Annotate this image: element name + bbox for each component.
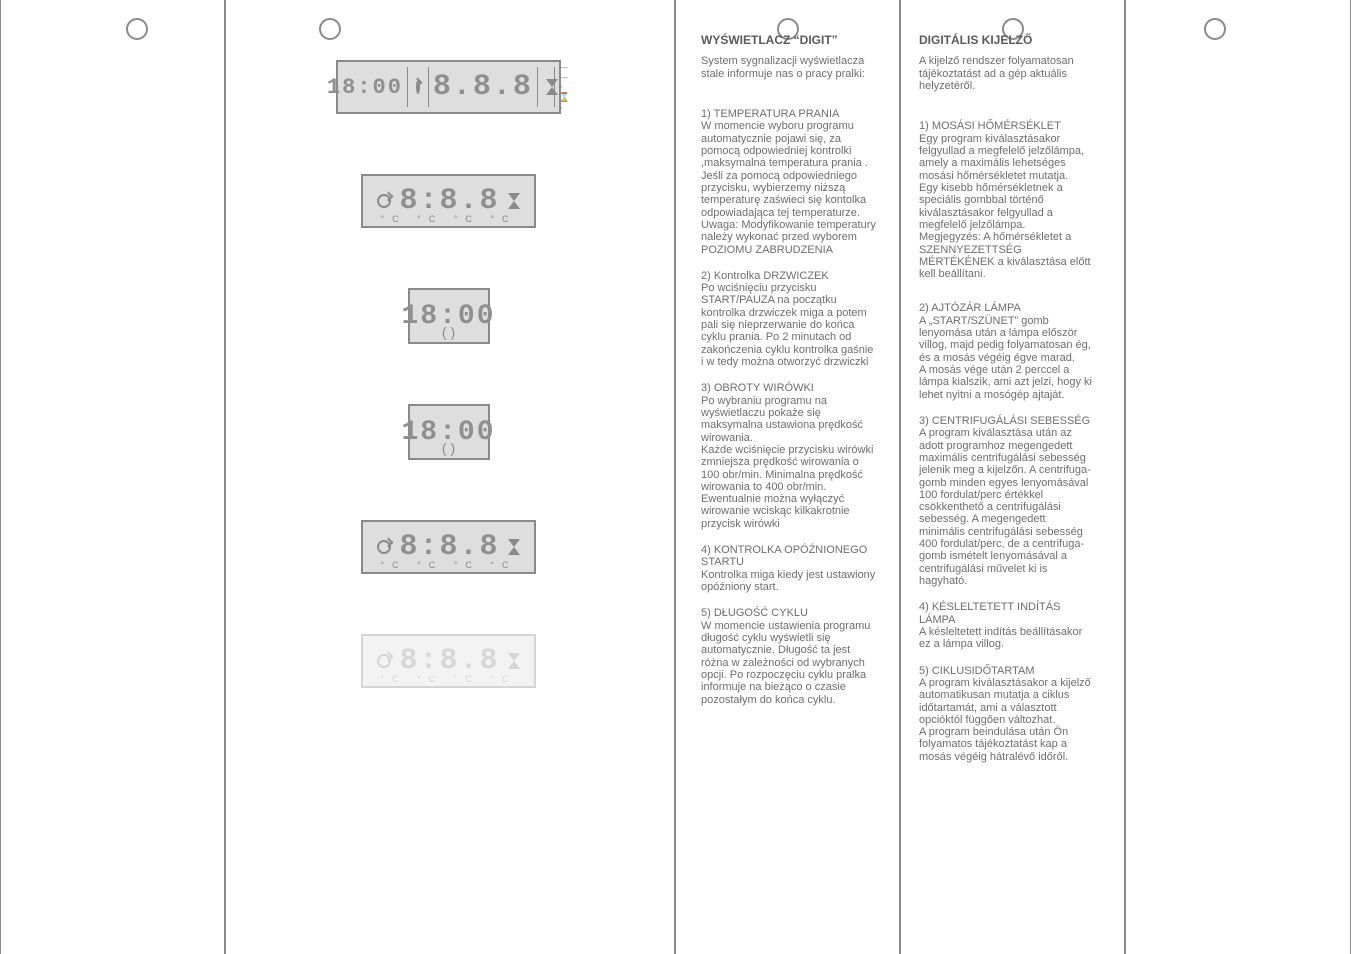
lcd-fig2-temp: °C °C °C °C: [363, 214, 534, 224]
lcd-fig1-mid: 8.8.8: [433, 70, 533, 104]
hu-s1: 1) MOSÁSI HŐMÉRSÉKLET Egy program kivála…: [919, 120, 1094, 280]
lcd-fig4-paren: ( ): [410, 440, 488, 456]
lcd-fig5: 8:8.8 °C °C °C °C: [361, 520, 536, 574]
binder-hole-icon: [126, 18, 148, 40]
hourglass-icon: [508, 539, 520, 555]
clock-icon: [416, 80, 420, 94]
lcd-fig6-digits: 8:8.8: [399, 644, 499, 678]
figure-column: 18:00 8.8.8 ― ―• ⌛ • 8:8.8 °C °C °C °C: [336, 60, 561, 688]
pl-s3: 3) OBROTY WIRÓWKI Po wybraniu programu n…: [701, 382, 876, 530]
lcd-fig3: 18:00 ( ): [408, 288, 490, 344]
lcd-fig5-temp: °C °C °C °C: [363, 560, 534, 570]
page-blank-2: [1125, 0, 1351, 954]
binder-hole-icon: [319, 18, 341, 40]
lcd-fig1: 18:00 8.8.8 ― ―• ⌛ •: [336, 60, 561, 114]
pl-s5: 5) DŁUGOŚĆ CYKLU W momencie ustawienia p…: [701, 607, 876, 706]
hu-s5: 5) CIKLUSIDŐTARTAM A program kiválasztás…: [919, 665, 1094, 764]
hu-s4: 4) KÉSLELTETETT INDÍTÁS LÁMPA A késlelte…: [919, 601, 1094, 650]
hourglass-icon: [508, 653, 520, 669]
pl-s2: 2) Kontrolka DRZWICZEK Po wciśnięciu prz…: [701, 270, 876, 369]
hu-intro: A kijelző rendszer folyamatosan tájékozt…: [919, 55, 1094, 92]
page-blank-1: [0, 0, 225, 954]
hu-s2: 2) AJTÓZÁR LÁMPA A „START/SZÜNET” gomb l…: [919, 302, 1094, 401]
page-figures: 18:00 8.8.8 ― ―• ⌛ • 8:8.8 °C °C °C °C: [225, 0, 675, 954]
page-hu: DIGITÁLIS KIJELZŐ A kijelző rendszer fol…: [900, 0, 1125, 954]
clock-icon: [377, 194, 391, 208]
pl-intro: System sygnalizacji wyświetlacza stale i…: [701, 55, 876, 80]
lcd-fig2: 8:8.8 °C °C °C °C: [361, 174, 536, 228]
lcd-fig6-temp: °C °C °C °C: [363, 674, 534, 684]
page-pl: WYŚWIETLACZ “DIGIT” System sygnalizacji …: [675, 0, 900, 954]
clock-icon: [377, 540, 391, 554]
pl-title: WYŚWIETLACZ “DIGIT”: [701, 34, 876, 47]
lcd-fig2-digits: 8:8.8: [399, 184, 499, 218]
hu-s3: 3) CENTRIFUGÁLÁSI SEBESSÉG A program kiv…: [919, 415, 1094, 587]
lcd-fig1-left: 18:00: [327, 75, 403, 100]
lcd-fig6: 8:8.8 °C °C °C °C: [361, 634, 536, 688]
lcd-fig4: 18:00 ( ): [408, 404, 490, 460]
pl-s4: 4) KONTROLKA OPÓŹNIONEGO STARTU Kontrolk…: [701, 544, 876, 593]
clock-icon: [377, 654, 391, 668]
binder-hole-icon: [1204, 18, 1226, 40]
hourglass-icon: [508, 193, 520, 209]
hu-title: DIGITÁLIS KIJELZŐ: [919, 34, 1094, 47]
pl-s1: 1) TEMPERATURA PRANIA W momencie wyboru …: [701, 108, 876, 256]
lcd-fig3-paren: ( ): [410, 324, 488, 340]
lcd-fig5-digits: 8:8.8: [399, 530, 499, 564]
